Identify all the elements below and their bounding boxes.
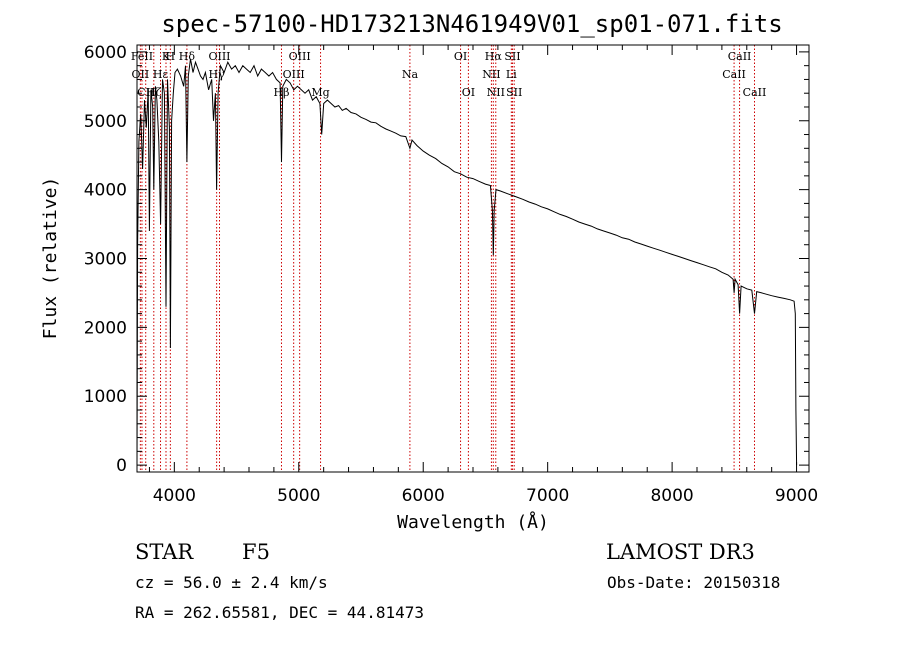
plot-frame — [136, 44, 810, 473]
object-subclass: F5 — [242, 540, 270, 564]
spectral-line-label: CaII — [728, 50, 752, 63]
spectral-line-label: CII — [137, 86, 154, 99]
y-tick-label: 5000 — [84, 112, 127, 132]
y-axis-label: Flux (relative) — [40, 177, 61, 340]
spectral-line-label: OIII — [283, 68, 305, 81]
x-tick-label: 5000 — [277, 486, 320, 506]
coordinates: RA = 262.65581, DEC = 44.81473 — [135, 603, 424, 622]
y-tick-label: 2000 — [84, 318, 127, 338]
spectral-line-label: SII — [504, 50, 520, 63]
redshift-value: cz = 56.0 ± 2.4 km/s — [135, 573, 328, 592]
spectral-line-label: K — [162, 50, 171, 63]
spectral-line-label: Li — [506, 68, 517, 81]
x-tick-label: 9000 — [775, 486, 818, 506]
spectral-lines-layer — [139, 45, 755, 472]
chart-title: spec-57100-HD173213N461949V01_sp01-071.f… — [161, 10, 782, 38]
spectral-line-label: H — [166, 50, 176, 63]
spectral-line-label: OI — [454, 50, 467, 63]
spectral-line-label: Hγ — [209, 68, 226, 81]
x-tick-label: 4000 — [153, 486, 196, 506]
observation-date: Obs-Date: 20150318 — [607, 573, 780, 592]
x-tick-label: 6000 — [402, 486, 445, 506]
spectral-line-label: Hδ — [179, 50, 196, 63]
x-tick-label: 8000 — [650, 486, 693, 506]
spectral-line-label: SII — [506, 86, 522, 99]
y-tick-label: 3000 — [84, 250, 127, 270]
spectral-line-label: NII — [487, 86, 505, 99]
spectral-line-label: NII — [482, 68, 500, 81]
x-tick-label: 7000 — [526, 486, 569, 506]
spectral-line-label: FeII — [131, 50, 153, 63]
spectrum-line — [136, 58, 798, 466]
spectral-line-label: CaII — [743, 86, 767, 99]
x-axis-label: Wavelength (Å) — [397, 511, 549, 533]
y-tick-label: 4000 — [84, 181, 127, 201]
spectral-line-label: Hζ — [146, 86, 162, 99]
spectral-line-label: Hβ — [274, 86, 290, 99]
spectral-line-label: OI — [462, 86, 475, 99]
spectral-line-label: OII — [132, 68, 150, 81]
y-tick-label: 1000 — [84, 387, 127, 407]
spectral-line-label: OIII — [208, 50, 230, 63]
spectral-line-label: CaII — [722, 68, 746, 81]
spectral-line-label: Mg — [311, 86, 329, 99]
object-class: STAR — [135, 540, 194, 564]
spectral-line-label: Na — [402, 68, 419, 81]
spectral-line-label: OIII — [289, 50, 311, 63]
y-tick-label: 0 — [116, 456, 127, 476]
spectral-line-label: Hε — [153, 68, 169, 81]
y-tick-label: 6000 — [84, 43, 127, 63]
spectral-line-label: Hα — [485, 50, 503, 63]
axis-ticks: 4000 5000 6000 7000 8000 9000 0 1000 2000 3000 400… — [84, 43, 818, 506]
survey-name: LAMOST DR3 — [606, 540, 755, 564]
